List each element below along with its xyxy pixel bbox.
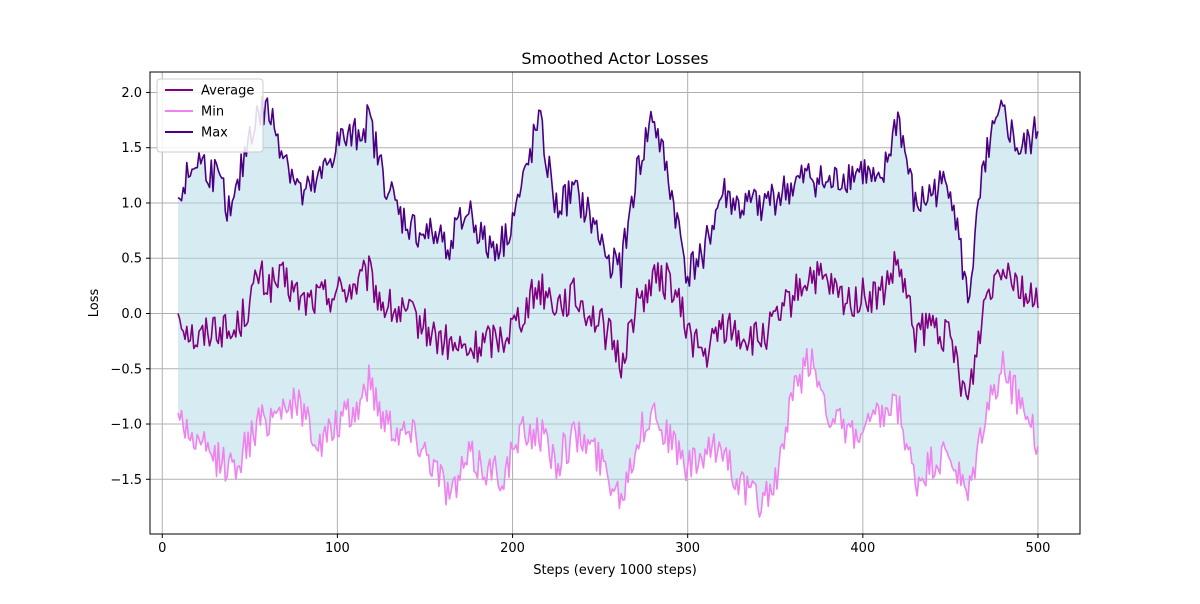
min-max-band <box>178 96 1038 517</box>
series-line-min <box>177 348 1039 518</box>
y-tick-label: −0.5 <box>110 362 142 377</box>
x-tick-label: 100 <box>325 541 350 556</box>
series-lines <box>177 95 1039 518</box>
x-tick-label: 0 <box>158 541 166 556</box>
y-tick-label: 2.0 <box>121 86 142 101</box>
y-tick-label: 1.5 <box>121 141 142 156</box>
y-tick-label: 0.5 <box>121 252 142 267</box>
series-line-max <box>177 95 1039 304</box>
chart-title: Smoothed Actor Losses <box>521 49 708 68</box>
axes: 0 100 200 300 400 500 −1.5 −1.0 −0.5 0.0 0.5 1.0 1.5… <box>110 86 1050 556</box>
x-tick-label: 500 <box>1026 541 1051 556</box>
x-axis-label: Steps (every 1000 steps) <box>533 563 697 578</box>
y-tick-label: −1.5 <box>110 473 142 488</box>
series-line-average <box>177 250 1039 401</box>
y-tick-label: −1.0 <box>110 418 142 433</box>
y-axis-label: Loss <box>87 289 102 318</box>
plot-frame <box>149 71 1081 535</box>
x-tick-label: 200 <box>500 541 525 556</box>
y-tick-label: 0.0 <box>121 307 142 322</box>
legend: Average Min Max <box>156 78 264 153</box>
legend-label-min: Min <box>201 105 224 120</box>
x-tick-label: 400 <box>850 541 875 556</box>
x-tick-label: 300 <box>675 541 700 556</box>
legend-label-max: Max <box>201 126 228 141</box>
legend-label-average: Average <box>201 84 254 99</box>
legend-box <box>156 78 264 153</box>
y-tick-label: 1.0 <box>121 196 142 211</box>
fill-area <box>178 96 1038 517</box>
